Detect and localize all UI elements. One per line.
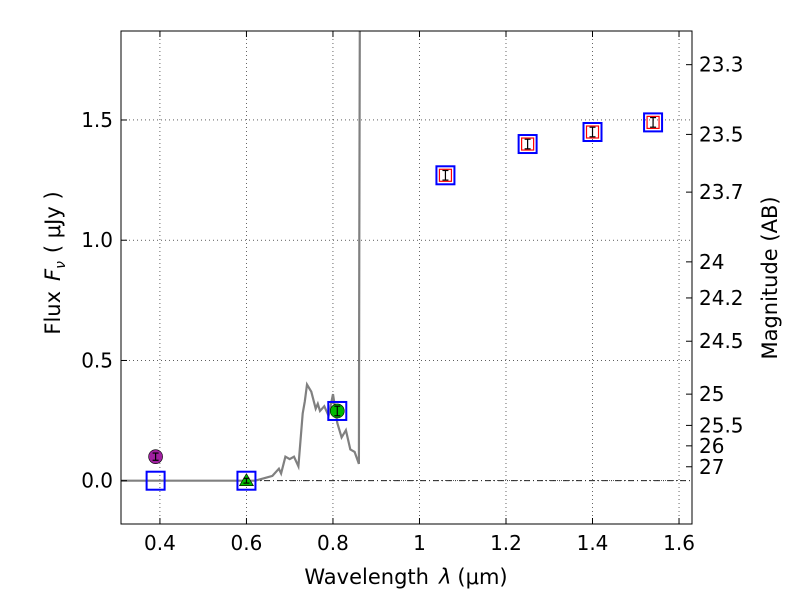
y-tick-label: 0.0 [81, 469, 113, 493]
magnitude-tick-label: 25 [699, 382, 724, 406]
y-tick-label: 1.5 [81, 108, 113, 132]
observed-photometry-point [585, 125, 600, 139]
y-tick-label: 1.0 [81, 228, 113, 252]
x-axis-label-symbol: λ [438, 565, 451, 589]
plot-frame [120, 30, 693, 525]
x-tick-label: 1 [413, 531, 426, 555]
model-photometry-square [435, 165, 456, 186]
observed-photometry-point [438, 168, 453, 182]
model-photometry-square [643, 112, 664, 133]
model-spectrum-line [121, 31, 361, 482]
model-photometry-square [145, 470, 166, 491]
x-tick-label: 1.2 [490, 531, 522, 555]
y-axis-label: Flux Fν ( μJy ) [41, 191, 69, 334]
magnitude-axis-label: Magnitude (AB) [758, 196, 782, 359]
magnitude-tick-label: 26 [699, 434, 724, 458]
model-photometry-square [327, 400, 348, 421]
model-photometry-square [236, 470, 257, 491]
magnitude-tick-label: 24.2 [699, 286, 744, 310]
x-tick-label: 0.8 [317, 531, 349, 555]
observed-photometry-point [646, 115, 660, 129]
x-tick-label: 0.4 [144, 531, 176, 555]
x-tick-label: 1.4 [577, 531, 609, 555]
magnitude-tick-label: 23.5 [699, 122, 744, 146]
magnitude-tick-label: 24.5 [699, 329, 744, 353]
magnitude-tick-label: 23.3 [699, 53, 744, 77]
magnitude-tick-label: 27 [699, 455, 724, 479]
photometry-points [145, 112, 664, 491]
y-axis-label-sub: ν [53, 261, 69, 269]
x-axis-ticks: 0.4 0.6 0.8 1 1.2 1.4 1.6 [144, 31, 695, 555]
model-photometry-square [582, 122, 603, 143]
x-axis-label-unit: (μm) [457, 565, 507, 589]
magnitude-tick-label: 24 [699, 250, 724, 274]
y-tick-label: 0.5 [81, 348, 113, 372]
x-tick-label: 0.6 [231, 531, 263, 555]
grid-lines [121, 31, 692, 524]
x-tick-label: 1.6 [663, 531, 695, 555]
y-axis-label-text: Flux [41, 291, 65, 335]
y-axis-label-unit: ( μJy ) [41, 191, 65, 253]
y-axis-ticks: 0.0 0.5 1.0 1.5 [81, 108, 127, 493]
magnitude-tick-label: 23.7 [699, 180, 744, 204]
magnitude-tick-label: 25.5 [699, 413, 744, 437]
x-axis-label: Wavelength λ (μm) [304, 565, 507, 589]
model-photometry-square [517, 134, 538, 155]
y-axis-label-symbol: F [41, 268, 65, 281]
observed-photometry-point [521, 137, 535, 151]
x-axis-label-text: Wavelength [304, 565, 429, 589]
